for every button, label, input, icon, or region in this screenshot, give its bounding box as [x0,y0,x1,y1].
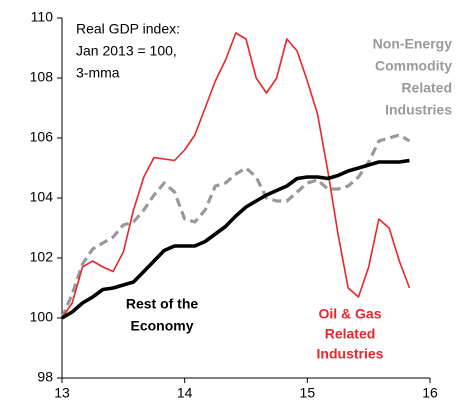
y-tick-label: 110 [31,9,54,25]
series-line [60,133,411,319]
y-tick-label: 98 [37,369,53,385]
x-tick-label: 13 [54,385,70,401]
y-tick-label: 100 [30,309,54,325]
series-label: Commodity [375,58,452,74]
series-label: Related [325,326,376,342]
x-tick-label: 15 [300,385,316,401]
y-tick-label: 108 [30,69,54,85]
series-label: Related [401,80,452,96]
y-tick-label: 106 [30,129,54,145]
series-line [61,32,411,319]
series-label: Oil & Gas [318,306,381,322]
y-tick-label: 104 [30,189,54,205]
series-label: Industries [317,346,384,362]
series-line [61,158,410,320]
series-label: Industries [385,102,452,118]
annotation: 3-mma [76,65,120,81]
annotation: Jan 2013 = 100, [76,43,177,59]
series-label: Rest of the [126,296,199,312]
x-tick-label: 14 [177,385,193,401]
annotation: Real GDP index: [76,21,180,37]
x-tick-label: 16 [422,385,438,401]
y-tick-label: 102 [30,249,54,265]
series-label: Non-Energy [373,36,453,52]
series-label: Economy [130,318,193,334]
